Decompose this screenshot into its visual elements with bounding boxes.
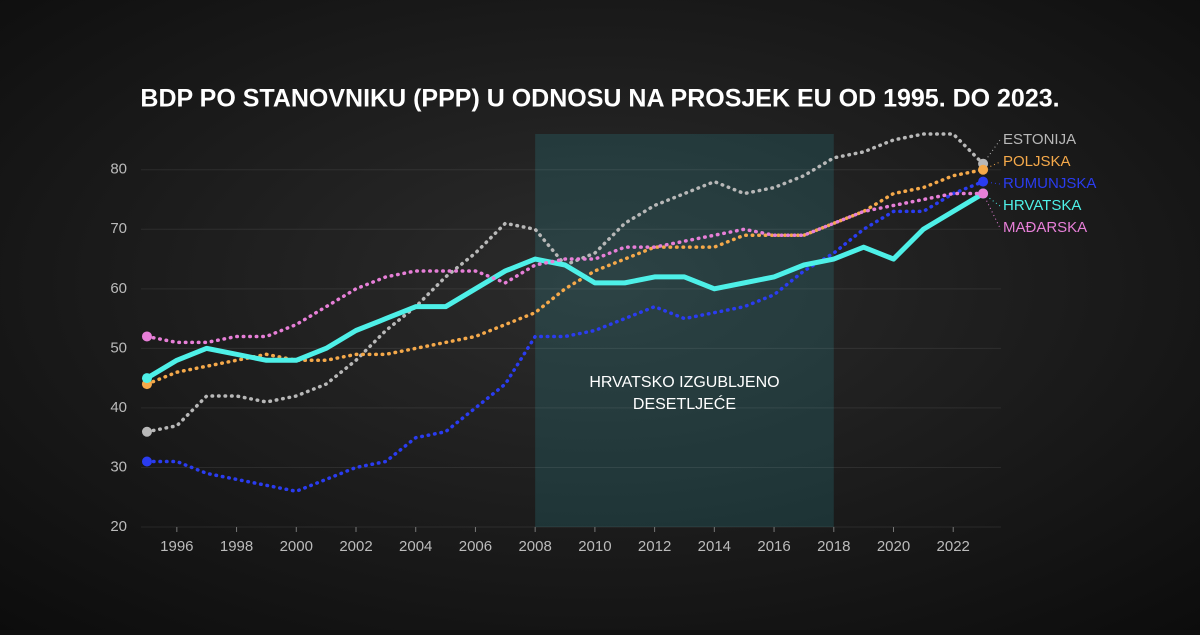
chart-title: BDP PO STANOVNIKU (PPP) U ODNOSU NA PROS… [140,85,1059,113]
end-point [141,373,152,384]
legend-label: MAĐARSKA [1003,219,1087,236]
y-tick-label: 80 [110,161,127,178]
legend-leader [982,139,1001,165]
x-tick-label: 2006 [459,538,492,555]
x-tick-label: 2018 [817,538,850,555]
legend-label: ESTONIJA [1003,131,1076,148]
x-tick-label: 2020 [877,538,910,555]
x-tick-label: 1996 [160,538,193,555]
x-tick-label: 2022 [937,538,970,555]
highlight-span [535,134,834,527]
annotation: DESETLJEĆE [633,394,736,413]
series-line [145,191,985,345]
series-line [144,191,986,381]
end-point [141,456,152,467]
x-tick-label: 2010 [578,538,611,555]
x-tick-label: 2002 [339,538,372,555]
legend-label: HRVATSKA [1003,197,1081,214]
y-tick-label: 60 [110,280,127,297]
x-tick-label: 2016 [757,538,790,555]
x-tick-label: 2008 [518,538,551,555]
x-tick-label: 1998 [220,538,253,555]
end-point [141,426,152,437]
legend-leader [983,181,1001,185]
annotation: HRVATSKO IZGUBLJENO [589,374,779,391]
y-tick-label: 70 [110,220,127,237]
x-tick-label: 2000 [280,538,313,555]
end-point [141,331,152,342]
x-tick-label: 2012 [638,538,671,555]
y-tick-label: 30 [110,458,127,475]
series-line [145,179,985,494]
x-tick-label: 2004 [399,538,432,555]
y-tick-label: 40 [110,399,127,416]
legend-label: POLJSKA [1003,153,1071,170]
y-tick-label: 50 [110,339,127,356]
x-tick-label: 2014 [698,538,731,555]
legend-label: RUMUNJSKA [1003,175,1096,192]
y-tick-label: 20 [110,518,127,535]
